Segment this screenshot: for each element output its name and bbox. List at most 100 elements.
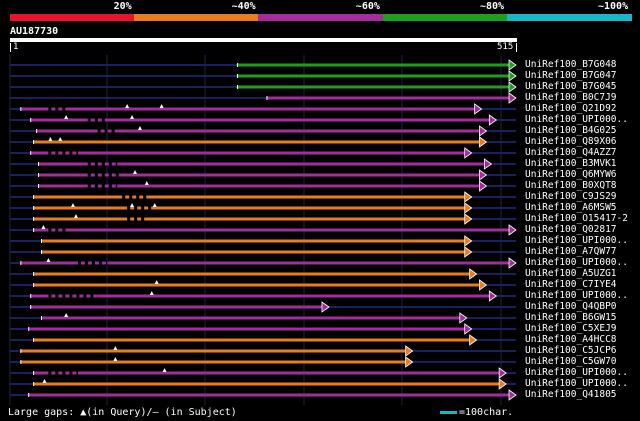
query-gap-marker [42, 379, 47, 383]
hit-arrow [459, 312, 468, 324]
query-id: AU187730 [10, 26, 59, 37]
hit-label[interactable]: UniRef100_C5XEJ9 [525, 323, 617, 334]
legend-label: ~60% [355, 1, 380, 12]
hit-arrow [488, 290, 497, 302]
hit-label[interactable]: UniRef100_B6GW15 [525, 312, 617, 323]
query-end-label: 515 [497, 42, 514, 52]
query-gap-marker [113, 346, 118, 350]
hit-label[interactable]: UniRef100_Q4AZZ7 [525, 147, 617, 158]
hit-label[interactable]: UniRef100_UPI000.. [525, 257, 628, 268]
query-gap-marker [125, 104, 130, 108]
hit-arrow [508, 70, 517, 82]
hit-arrow [479, 169, 488, 181]
query-gap-marker [130, 203, 135, 207]
legend-label: ~80% [480, 1, 505, 12]
hit-arrow [405, 356, 414, 368]
hit-arrow [464, 235, 473, 247]
hit-label[interactable]: UniRef100_B0C7J9 [525, 92, 617, 103]
hit-label[interactable]: UniRef100_B3MVK1 [525, 158, 617, 169]
hit-arrow [479, 136, 488, 148]
hit-arrow [479, 125, 488, 137]
hit-label[interactable]: UniRef100_UPI000.. [525, 290, 628, 301]
query-gap-marker [149, 291, 154, 295]
hit-label[interactable]: UniRef100_UPI000.. [525, 378, 628, 389]
hit-arrow [508, 92, 517, 104]
query-gap-marker [130, 115, 135, 119]
hit-arrow [469, 334, 478, 346]
hit-label[interactable]: UniRef100_A4HCC8 [525, 334, 617, 345]
hit-arrow [464, 147, 473, 159]
hit-label[interactable]: UniRef100_UPI000.. [525, 114, 628, 125]
gaps-legend: Large gaps: ▲(in Query)/— (in Subject) [8, 407, 237, 418]
query-gap-marker [58, 137, 63, 141]
query-gap-marker [144, 181, 149, 185]
hit-arrow [483, 158, 493, 170]
hit-label[interactable]: UniRef100_UPI000.. [525, 367, 628, 378]
hit-label[interactable]: UniRef100_A5UZG1 [525, 268, 617, 279]
hit-arrow [508, 389, 517, 401]
query-gap-marker [73, 214, 78, 218]
query-gap-marker [162, 368, 167, 372]
hit-label[interactable]: UniRef100_Q02817 [525, 224, 617, 235]
hit-label[interactable]: UniRef100_B7G045 [525, 81, 617, 92]
hit-label[interactable]: UniRef100_Q4QBP0 [525, 301, 617, 312]
hit-label[interactable]: UniRef100_A7QW77 [525, 246, 617, 257]
hit-arrow [488, 114, 497, 126]
hit-label[interactable]: UniRef100_Q41805 [525, 389, 617, 400]
hit-arrow [469, 268, 478, 280]
query-gap-marker [159, 104, 164, 108]
hit-arrow [508, 59, 517, 71]
legend-segment [258, 14, 384, 21]
hit-arrow [498, 378, 507, 390]
query-gap-marker [71, 203, 76, 207]
legend-segment [10, 14, 135, 21]
hit-label[interactable]: UniRef100_O15417-2 [525, 213, 628, 224]
query-gap-marker [152, 203, 157, 207]
query-gap-marker [46, 258, 51, 262]
legend-segment [134, 14, 260, 21]
hit-label[interactable]: UniRef100_B7G047 [525, 70, 617, 81]
hit-arrow [508, 81, 517, 93]
query-gap-marker [64, 115, 69, 119]
hit-label[interactable]: UniRef100_B7G048 [525, 59, 617, 70]
hit-label[interactable]: UniRef100_Q6MYW6 [525, 169, 617, 180]
query-gap-marker [133, 170, 138, 174]
legend-label: ~40% [231, 1, 256, 12]
hit-label[interactable]: UniRef100_C5JCP6 [525, 345, 617, 356]
query-end-tick [516, 43, 517, 52]
hit-label[interactable]: UniRef100_C9JS29 [525, 191, 617, 202]
hit-arrow [464, 202, 473, 214]
legend-label: ~100% [598, 1, 629, 12]
hit-label[interactable]: UniRef100_B0XQT8 [525, 180, 617, 191]
legend-segment [506, 14, 632, 21]
hit-arrow [464, 213, 473, 225]
hit-label[interactable]: UniRef100_B4G025 [525, 125, 617, 136]
legend-segment [382, 14, 508, 21]
hit-label[interactable]: UniRef100_Q89X06 [525, 136, 617, 147]
hit-arrow [508, 224, 517, 236]
hit-arrow [464, 323, 473, 335]
hit-arrow [498, 367, 507, 379]
scale-bar [440, 411, 457, 414]
hit-label[interactable]: UniRef100_A6MSW5 [525, 202, 617, 213]
hit-label[interactable]: UniRef100_C7IYE4 [525, 279, 617, 290]
query-gap-marker [64, 313, 69, 317]
query-gap-marker [113, 357, 118, 361]
query-bar [10, 38, 517, 42]
hit-arrow [405, 345, 414, 357]
query-start-label: 1 [13, 42, 19, 52]
query-gap-marker [48, 137, 53, 141]
query-gap-marker [154, 280, 159, 284]
hit-label[interactable]: UniRef100_C5GW70 [525, 356, 617, 367]
hit-arrow [464, 191, 473, 203]
hit-arrow [479, 180, 488, 192]
hit-arrow [474, 103, 483, 115]
legend-label: 20% [113, 1, 132, 12]
hit-label[interactable]: UniRef100_Q21D92 [525, 103, 617, 114]
hit-arrow [508, 257, 517, 269]
hit-label[interactable]: UniRef100_UPI000.. [525, 235, 628, 246]
hit-arrow [479, 279, 488, 291]
query-start-tick [10, 43, 11, 52]
query-gap-marker [137, 126, 142, 130]
